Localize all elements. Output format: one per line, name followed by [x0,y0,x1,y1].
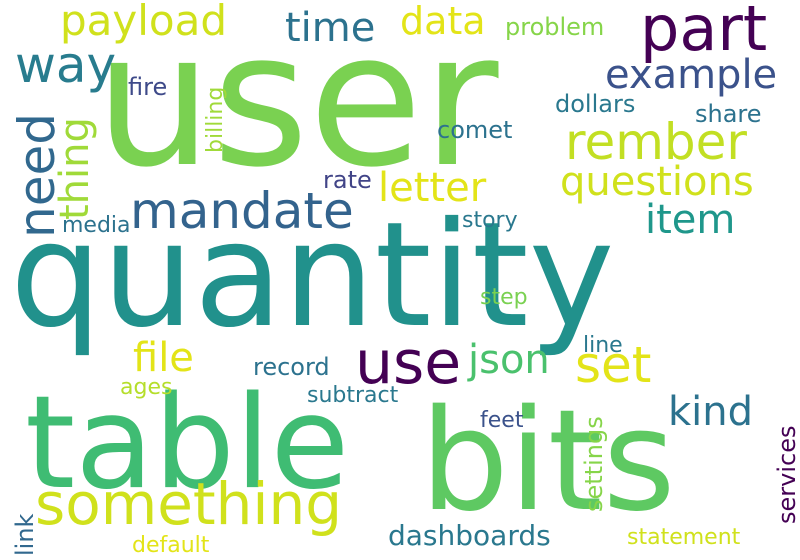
word-data: data [400,0,486,43]
word-thing: thing [52,117,98,220]
word-billing: billing [203,86,228,153]
word-comet: comet [437,116,513,144]
word-services: services [773,425,800,524]
word-story: story [462,208,518,233]
word-settings: settings [580,416,608,512]
word-dashboards: dashboards [388,519,551,552]
word-user: user [95,0,499,208]
word-media: media [62,213,131,238]
word-subtract: subtract [307,383,399,408]
word-payload: payload [60,0,228,45]
word-questions: questions [560,159,754,205]
word-time: time [285,5,376,51]
word-table: table [25,369,350,518]
word-mandate: mandate [130,182,354,240]
word-example: example [605,52,778,98]
word-quantity: quantity [10,191,615,360]
word-bits: bits [420,380,676,543]
word-ages: ages [120,375,173,400]
word-default: default [132,533,210,558]
word-letter: letter [378,165,487,211]
word-use: use [355,328,462,398]
word-line: line [583,333,623,358]
word-link: link [11,513,39,556]
word-kind: kind [668,389,754,435]
word-share: share [695,100,762,128]
word-fire: fire [128,73,168,101]
word-item: item [645,197,736,243]
word-way: way [15,36,117,94]
word-record: record [253,353,330,381]
word-file: file [133,335,194,381]
word-statement: statement [627,525,741,550]
word-dollars: dollars [555,90,636,118]
word-problem: problem [505,13,605,41]
word-json: json [468,337,550,383]
word-rember: rember [565,113,747,171]
word-part: part [640,0,768,65]
word-feet: feet [480,408,524,433]
word-something: something [35,470,343,538]
word-rate: rate [323,166,372,194]
word-set: set [575,336,652,394]
word-step: step [480,285,528,310]
